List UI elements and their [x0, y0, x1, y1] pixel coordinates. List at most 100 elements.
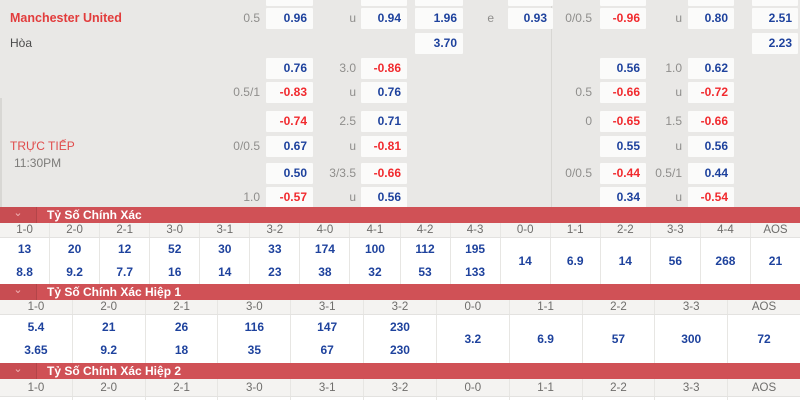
- odds-box[interactable]: 0.71: [361, 111, 407, 132]
- odds-box[interactable]: 1.96: [415, 8, 463, 29]
- odds-box[interactable]: 0.55: [600, 136, 646, 157]
- score-column: 112 53: [401, 238, 451, 284]
- odds-box[interactable]: -0.57: [266, 187, 313, 208]
- correct-score-odds-value[interactable]: 14: [618, 254, 632, 268]
- correct-score-odds-value[interactable]: 3.65: [24, 343, 48, 357]
- correct-score-odds-value[interactable]: 33: [268, 242, 282, 256]
- odds-box-partial: [688, 0, 734, 6]
- score-column: 268: [701, 238, 751, 284]
- correct-score-odds-value[interactable]: 133: [465, 265, 486, 279]
- correct-score-odds-value[interactable]: 30: [218, 242, 232, 256]
- correct-score-odds-value[interactable]: 174: [314, 242, 335, 256]
- odds-box[interactable]: -0.74: [266, 111, 313, 132]
- score-column-header: 2-2: [601, 223, 651, 237]
- correct-score-odds-value[interactable]: 67: [320, 343, 334, 357]
- correct-score-odds-value[interactable]: 230: [389, 343, 410, 357]
- handicap-label: u: [675, 139, 682, 153]
- odds-box[interactable]: 0.44: [688, 163, 734, 184]
- correct-score-odds-value[interactable]: 26: [174, 320, 189, 334]
- odds-box[interactable]: 0.56: [600, 58, 646, 79]
- score-column-header: AOS: [751, 301, 777, 313]
- correct-score-odds-value[interactable]: 20: [67, 242, 82, 256]
- odds-box[interactable]: 0.50: [266, 163, 313, 184]
- correct-score-odds-value[interactable]: 53: [418, 265, 432, 279]
- odds-box[interactable]: 0.67: [266, 136, 313, 157]
- odds-box[interactable]: 0.94: [361, 8, 407, 29]
- collapse-toggle[interactable]: ⌄: [0, 284, 37, 300]
- correct-score-odds-value[interactable]: 38: [318, 265, 332, 279]
- odds-box[interactable]: 2.23: [752, 33, 798, 54]
- odds-box[interactable]: -0.54: [688, 187, 734, 208]
- correct-score-odds-value[interactable]: 18: [174, 343, 189, 357]
- score-column: 30 14: [200, 238, 251, 284]
- correct-score-odds-value[interactable]: 112: [415, 242, 435, 256]
- odds-box[interactable]: -0.66: [361, 163, 407, 184]
- correct-score-odds-value[interactable]: 57: [611, 332, 626, 346]
- score-column-header: 2-0: [73, 300, 146, 314]
- odds-box[interactable]: -0.96: [600, 8, 646, 29]
- correct-score-odds-value[interactable]: 6.9: [566, 254, 584, 268]
- correct-score-odds-value[interactable]: 14: [518, 254, 532, 268]
- correct-score-odds-value[interactable]: 21: [768, 254, 783, 268]
- score-column: 5.4 3.65: [0, 315, 73, 363]
- odds-box[interactable]: 0.62: [688, 58, 734, 79]
- odds-box[interactable]: 0.76: [266, 58, 313, 79]
- odds-box[interactable]: 2.51: [752, 8, 798, 29]
- correct-score-odds-value[interactable]: 9.2: [100, 343, 118, 357]
- correct-score-odds-value[interactable]: 6.9: [537, 332, 554, 346]
- correct-score-odds-value[interactable]: 72: [757, 332, 771, 346]
- correct-score-odds-value[interactable]: 230: [389, 320, 410, 334]
- odds-box[interactable]: 3.70: [415, 33, 463, 54]
- correct-score-odds-value[interactable]: 35: [247, 343, 262, 357]
- odds-box[interactable]: -0.81: [361, 136, 407, 157]
- odds-box[interactable]: 0.96: [266, 8, 313, 29]
- score-header-row: 1-0 2-0 2-1 3-0 3-1 3-2 0-0 1-1 2-2 3-3 AOS: [0, 379, 800, 397]
- section-header-bar[interactable]: ⌄ Tỷ Số Chính Xác Hiệp 2: [0, 363, 800, 379]
- odds-box[interactable]: -0.72: [688, 82, 734, 103]
- score-column-header: AOS: [763, 224, 788, 236]
- odds-box[interactable]: -0.83: [266, 82, 313, 103]
- correct-score-odds-value[interactable]: 16: [168, 265, 182, 279]
- odds-box[interactable]: -0.66: [600, 82, 646, 103]
- odds-box[interactable]: 0.76: [361, 82, 407, 103]
- correct-score-odds-value[interactable]: 32: [368, 265, 382, 279]
- odds-box[interactable]: -0.65: [600, 111, 646, 132]
- correct-score-odds-value[interactable]: 8.8: [16, 265, 33, 279]
- odds-box[interactable]: -0.86: [361, 58, 407, 79]
- kickoff-time: 11:30PM: [14, 156, 62, 170]
- section-header-bar[interactable]: ⌄ Tỷ Số Chính Xác: [0, 207, 800, 223]
- odds-box[interactable]: 0.56: [688, 136, 734, 157]
- collapse-toggle[interactable]: ⌄: [0, 363, 37, 379]
- correct-score-odds-value[interactable]: 56: [668, 254, 683, 268]
- odds-box[interactable]: 0.56: [361, 187, 407, 208]
- score-column: 72: [728, 315, 800, 363]
- odds-box[interactable]: -0.44: [600, 163, 646, 184]
- correct-score-odds-value[interactable]: 21: [102, 320, 116, 334]
- collapse-toggle[interactable]: ⌄: [0, 207, 37, 223]
- odds-box[interactable]: -0.66: [688, 111, 734, 132]
- correct-score-odds-value[interactable]: 7.7: [116, 265, 133, 279]
- correct-score-odds-value[interactable]: 13: [17, 242, 32, 256]
- score-column: 100 32: [350, 238, 401, 284]
- handicap-label: 0/0.5: [565, 11, 592, 25]
- handicap-label: 1.0: [665, 61, 682, 75]
- correct-score-odds-value[interactable]: 116: [244, 320, 265, 334]
- correct-score-odds-value[interactable]: 268: [715, 254, 736, 268]
- correct-score-odds-value[interactable]: 14: [218, 265, 232, 279]
- odds-box[interactable]: 0.34: [600, 187, 646, 208]
- correct-score-odds-value[interactable]: 100: [364, 242, 385, 256]
- odds-box[interactable]: 0.93: [508, 8, 553, 29]
- score-column-header: 1-1: [551, 223, 601, 237]
- correct-score-odds-value[interactable]: 23: [268, 265, 282, 279]
- correct-score-odds-value[interactable]: 195: [465, 242, 486, 256]
- correct-score-odds-value[interactable]: 147: [317, 320, 338, 334]
- correct-score-odds-value[interactable]: 300: [681, 332, 702, 346]
- correct-score-odds-value[interactable]: 9.2: [66, 265, 83, 279]
- section-header-bar[interactable]: ⌄ Tỷ Số Chính Xác Hiệp 1: [0, 284, 800, 300]
- correct-score-odds-value[interactable]: 52: [168, 242, 182, 256]
- correct-score-odds-value[interactable]: 5.4: [27, 320, 45, 334]
- correct-score-odds-value[interactable]: 3.2: [464, 332, 482, 346]
- score-column-header: 4-4: [701, 223, 751, 237]
- correct-score-odds-value[interactable]: 12: [117, 242, 132, 256]
- odds-box[interactable]: 0.80: [688, 8, 734, 29]
